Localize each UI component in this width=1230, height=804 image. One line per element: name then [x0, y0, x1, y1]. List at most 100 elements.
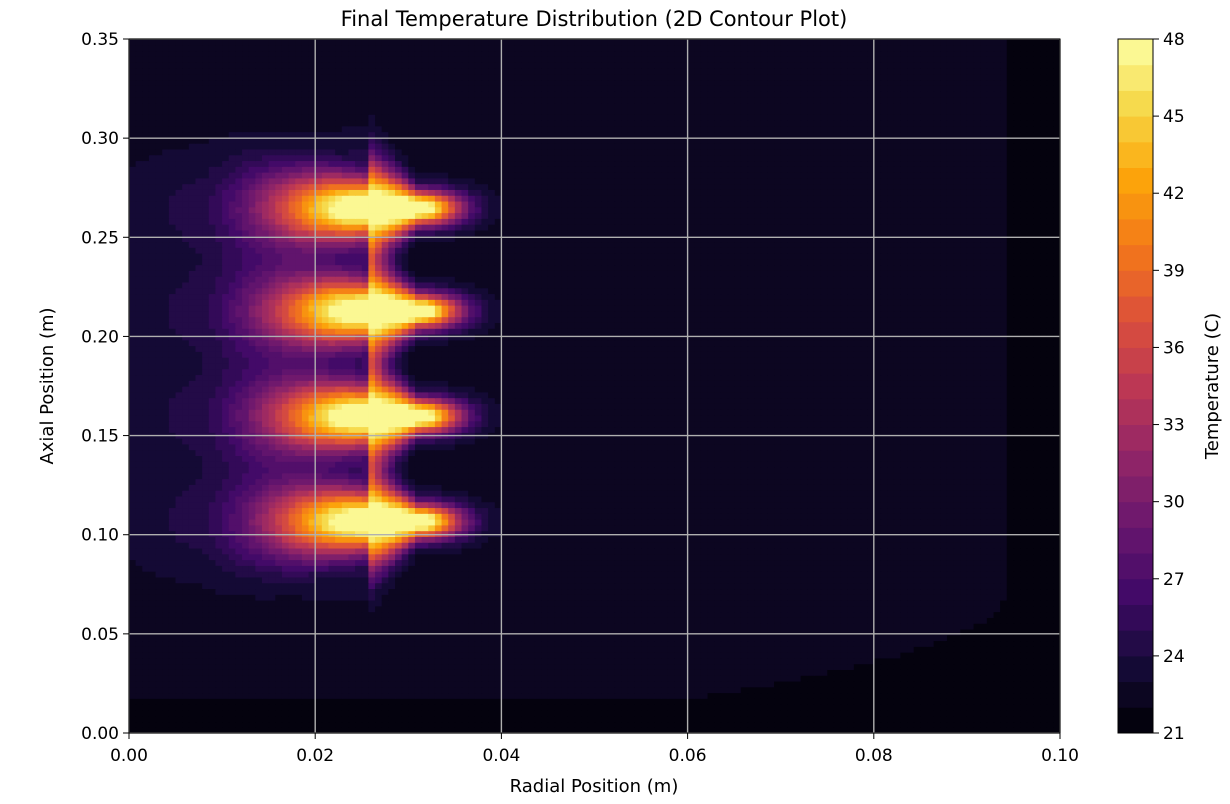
- contour-cell: [488, 669, 496, 676]
- contour-cell: [594, 611, 602, 618]
- contour-cell: [574, 652, 582, 659]
- contour-cell: [175, 640, 183, 647]
- contour-cell: [641, 547, 649, 555]
- contour-cell: [488, 594, 496, 601]
- contour-cell: [827, 565, 835, 572]
- contour-cell: [142, 669, 150, 676]
- contour-cell: [760, 727, 768, 733]
- contour-cell: [833, 646, 842, 653]
- contour-cell: [907, 640, 915, 647]
- contour-cell: [301, 536, 310, 543]
- contour-cell: [468, 571, 476, 578]
- contour-cell: [694, 640, 702, 647]
- contour-cell: [581, 553, 589, 561]
- contour-cell: [508, 663, 516, 670]
- contour-cell: [1006, 727, 1015, 733]
- contour-cell: [168, 727, 177, 733]
- contour-cell: [222, 530, 230, 537]
- contour-cell: [441, 605, 449, 613]
- contour-cell: [774, 675, 782, 682]
- contour-cell: [594, 582, 602, 590]
- contour-cell: [587, 663, 596, 670]
- contour-cell: [900, 640, 908, 647]
- contour-cell: [813, 588, 822, 595]
- contour-cell: [155, 559, 163, 566]
- contour-cell: [208, 715, 217, 723]
- contour-cell: [401, 536, 409, 543]
- contour-cell: [441, 530, 449, 537]
- contour-cell: [980, 628, 988, 636]
- contour-cell: [654, 530, 662, 537]
- contour-cell: [554, 524, 562, 532]
- contour-cell: [321, 640, 330, 647]
- contour-cell: [607, 611, 616, 618]
- contour-cell: [853, 715, 862, 723]
- contour-cell: [587, 588, 596, 595]
- contour-cell: [966, 721, 975, 728]
- contour-cell: [135, 652, 143, 659]
- contour-cell: [980, 617, 988, 624]
- contour-cell: [215, 594, 223, 601]
- contour-cell: [182, 594, 190, 601]
- contour-cell: [288, 594, 296, 601]
- contour-cell: [880, 628, 888, 636]
- contour-cell: [860, 565, 868, 572]
- contour-cell: [727, 727, 735, 733]
- contour-cell: [454, 692, 463, 699]
- contour-cell: [421, 588, 429, 595]
- contour-cell: [355, 721, 363, 728]
- contour-cell: [321, 715, 330, 723]
- contour-cell: [587, 628, 596, 636]
- contour-cell: [813, 634, 822, 642]
- contour-cell: [248, 536, 256, 543]
- contour-cell: [561, 721, 569, 728]
- contour-cell: [720, 576, 729, 584]
- contour-cell: [375, 582, 383, 590]
- contour-cell: [727, 599, 735, 607]
- contour-cell: [295, 657, 303, 665]
- contour-cell: [594, 640, 602, 647]
- contour-cell: [135, 599, 143, 607]
- contour-cell: [740, 588, 749, 595]
- contour-cell: [1046, 553, 1054, 561]
- contour-cell: [774, 680, 782, 688]
- contour-cell: [973, 727, 981, 733]
- contour-cell: [794, 680, 802, 688]
- contour-cell: [700, 559, 709, 566]
- contour-cell: [295, 727, 303, 733]
- contour-cell: [867, 721, 875, 728]
- contour-cell: [1000, 565, 1008, 572]
- contour-cell: [335, 571, 343, 578]
- contour-cell: [794, 721, 802, 728]
- contour-cell: [162, 576, 170, 584]
- contour-cell: [208, 530, 217, 537]
- contour-cell: [301, 692, 310, 699]
- contour-cell: [774, 628, 782, 636]
- contour-cell: [887, 646, 895, 653]
- contour-cell: [807, 721, 815, 728]
- contour-cell: [248, 553, 256, 561]
- contour-cell: [421, 640, 429, 647]
- contour-cell: [395, 640, 403, 647]
- contour-cell: [208, 571, 217, 578]
- contour-cell: [734, 576, 742, 584]
- contour-cell: [847, 634, 855, 642]
- contour-cell: [142, 715, 150, 723]
- contour-cell: [388, 657, 396, 665]
- contour-cell: [308, 594, 316, 601]
- contour-cell: [202, 559, 210, 566]
- contour-cell: [813, 623, 822, 630]
- contour-cell: [508, 709, 516, 717]
- contour-cell: [541, 582, 549, 590]
- contour-cell: [1026, 675, 1034, 682]
- contour-cell: [361, 594, 369, 601]
- contour-cell: [488, 646, 496, 653]
- contour-cell: [155, 721, 163, 728]
- contour-cell: [348, 663, 356, 670]
- contour-cell: [295, 634, 303, 642]
- contour-cell: [740, 542, 749, 549]
- contour-cell: [594, 553, 602, 561]
- contour-cell: [148, 628, 157, 636]
- contour-cell: [514, 553, 522, 561]
- contour-cell: [541, 652, 549, 659]
